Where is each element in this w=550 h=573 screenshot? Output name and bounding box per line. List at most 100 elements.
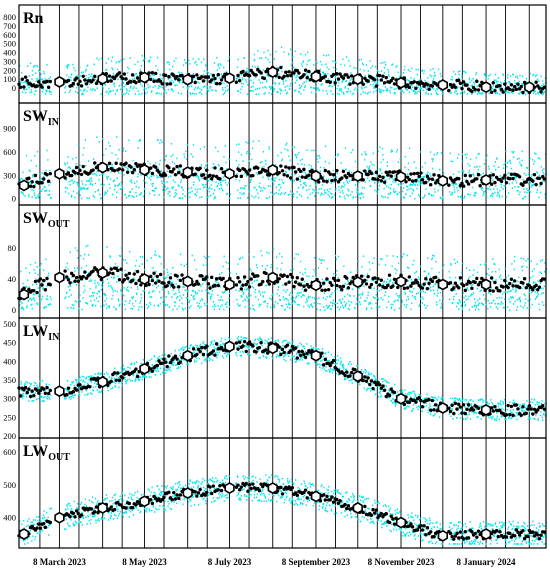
halfhourly-point [376, 192, 379, 195]
halfhourly-point [178, 71, 180, 74]
halfhourly-point [323, 292, 326, 294]
halfhourly-point [386, 161, 388, 164]
halfhourly-point [127, 167, 129, 170]
halfhourly-point [28, 181, 31, 184]
halfhourly-point [192, 183, 195, 186]
daily-point [247, 285, 252, 289]
daily-point [422, 282, 426, 286]
halfhourly-point [23, 308, 25, 311]
halfhourly-point [285, 79, 287, 82]
daily-point [542, 85, 547, 89]
daily-point [509, 83, 514, 87]
halfhourly-point [471, 305, 473, 308]
halfhourly-point [96, 174, 98, 177]
halfhourly-point [81, 308, 83, 311]
halfhourly-point [27, 180, 29, 183]
halfhourly-point [424, 79, 426, 82]
halfhourly-point [268, 148, 270, 150]
halfhourly-point [521, 75, 524, 78]
halfhourly-point [258, 93, 260, 95]
halfhourly-point [203, 255, 205, 258]
halfhourly-point [255, 264, 258, 266]
halfhourly-point [245, 175, 248, 177]
halfhourly-point [358, 294, 360, 296]
halfhourly-point [469, 164, 471, 167]
halfhourly-point [166, 170, 169, 172]
daily-point [537, 176, 542, 181]
halfhourly-point [235, 289, 237, 291]
daily-point [130, 170, 135, 175]
halfhourly-point [433, 188, 436, 190]
halfhourly-point [383, 281, 385, 283]
halfhourly-point [344, 86, 347, 88]
halfhourly-point [380, 91, 382, 94]
halfhourly-point [237, 197, 239, 199]
daily-point [470, 89, 474, 94]
halfhourly-point [460, 304, 462, 307]
halfhourly-point [221, 82, 223, 84]
daily-point [287, 280, 291, 284]
halfhourly-point [341, 189, 344, 192]
daily-point [127, 271, 132, 276]
monthly-point-rn-6 [310, 70, 322, 83]
halfhourly-point [102, 185, 104, 187]
halfhourly-point [308, 188, 310, 191]
halfhourly-point [367, 294, 369, 296]
halfhourly-point [522, 284, 525, 287]
halfhourly-point [393, 300, 395, 303]
halfhourly-point [249, 268, 251, 270]
halfhourly-point [110, 285, 112, 287]
halfhourly-point [38, 302, 40, 305]
halfhourly-point [174, 304, 176, 307]
halfhourly-point [372, 152, 374, 155]
halfhourly-point [238, 143, 240, 145]
daily-point [221, 75, 225, 79]
halfhourly-point [366, 307, 368, 310]
halfhourly-point [453, 188, 456, 191]
halfhourly-point [321, 184, 323, 186]
halfhourly-point [42, 287, 44, 289]
ytick-label-rn: 500 [3, 39, 16, 49]
halfhourly-point [100, 197, 103, 200]
halfhourly-point [167, 61, 169, 64]
halfhourly-point [503, 185, 505, 187]
halfhourly-point [97, 170, 99, 173]
halfhourly-point [480, 174, 482, 176]
halfhourly-point [145, 182, 147, 184]
halfhourly-point [73, 84, 75, 87]
halfhourly-point [393, 191, 396, 194]
daily-point [91, 168, 95, 172]
daily-point [373, 78, 377, 82]
daily-point [218, 177, 222, 181]
halfhourly-point [218, 67, 221, 69]
halfhourly-point [112, 68, 114, 71]
daily-point [168, 82, 173, 86]
halfhourly-point [378, 263, 380, 266]
halfhourly-point [85, 245, 87, 248]
halfhourly-point [106, 90, 108, 93]
halfhourly-point [160, 296, 163, 299]
halfhourly-point [423, 175, 426, 178]
halfhourly-point [542, 171, 544, 174]
halfhourly-point [103, 304, 105, 307]
halfhourly-point [521, 197, 524, 200]
halfhourly-point [35, 72, 37, 74]
halfhourly-point [250, 167, 252, 170]
halfhourly-point [143, 179, 145, 182]
halfhourly-point [538, 174, 541, 177]
halfhourly-point [29, 91, 31, 94]
halfhourly-point [544, 280, 546, 283]
halfhourly-point [296, 190, 298, 193]
halfhourly-point [247, 253, 250, 256]
halfhourly-point [196, 174, 199, 177]
halfhourly-point [299, 180, 301, 183]
daily-point [83, 270, 87, 274]
halfhourly-point [194, 193, 196, 195]
halfhourly-point [96, 170, 98, 173]
halfhourly-point [390, 183, 393, 186]
daily-point [326, 287, 331, 292]
halfhourly-point [417, 184, 419, 187]
halfhourly-point [401, 299, 403, 302]
halfhourly-point [21, 91, 24, 94]
halfhourly-point [289, 159, 291, 162]
